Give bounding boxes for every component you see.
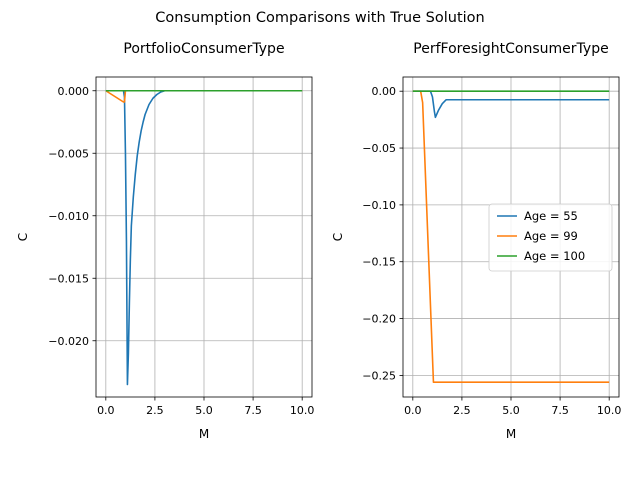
x-tick-label: 0.0 xyxy=(404,404,422,417)
y-tick-label: −0.010 xyxy=(48,210,89,223)
x-tick-label: 5.0 xyxy=(502,404,520,417)
x-tick-label: 7.5 xyxy=(244,404,262,417)
y-axis-label: C xyxy=(16,233,30,241)
subplot-title: PerfForesightConsumerType xyxy=(413,41,608,57)
x-tick-label: 7.5 xyxy=(551,404,569,417)
axes-frame xyxy=(402,76,620,398)
y-tick-label: −0.05 xyxy=(362,142,396,155)
y-tick-label: −0.20 xyxy=(362,313,396,326)
x-tick-label: 2.5 xyxy=(146,404,164,417)
x-axis-label: M xyxy=(199,427,209,441)
legend-label: Age = 99 xyxy=(524,229,578,243)
x-tick-label: 10.0 xyxy=(597,404,622,417)
series-line-1 xyxy=(412,90,610,119)
x-tick-label: 5.0 xyxy=(195,404,213,417)
legend-label: Age = 100 xyxy=(524,249,585,263)
x-axis-label: M xyxy=(506,427,516,441)
x-tick-label: 0.0 xyxy=(97,404,115,417)
y-tick-label: −0.015 xyxy=(48,272,89,285)
y-tick-label: −0.005 xyxy=(48,147,89,160)
y-tick-label: −0.10 xyxy=(362,199,396,212)
legend-label: Age = 55 xyxy=(524,209,578,223)
y-tick-label: 0.00 xyxy=(372,85,397,98)
y-tick-label: −0.15 xyxy=(362,256,396,269)
y-tick-label: −0.020 xyxy=(48,335,89,348)
x-tick-label: 10.0 xyxy=(290,404,315,417)
x-tick-label: 2.5 xyxy=(453,404,471,417)
subplot-title: PortfolioConsumerType xyxy=(123,41,284,57)
y-tick-label: 0.000 xyxy=(58,85,90,98)
subplot-portfolio: PortfolioConsumerType M C 0.0 2.5 5.0 7.5 10… xyxy=(16,41,314,441)
legend-box xyxy=(488,203,613,272)
y-tick-label: −0.25 xyxy=(362,369,396,382)
figure-suptitle: Consumption Comparisons with True Soluti… xyxy=(155,10,484,26)
subplot-perf-foresight: PerfForesightConsumerType M C 0.0 2.5 5.0 7… xyxy=(331,41,621,441)
y-axis-label: C xyxy=(331,233,345,241)
axes-frame xyxy=(95,76,313,398)
legend: Age = 55 Age = 99 Age = 100 xyxy=(488,203,613,272)
